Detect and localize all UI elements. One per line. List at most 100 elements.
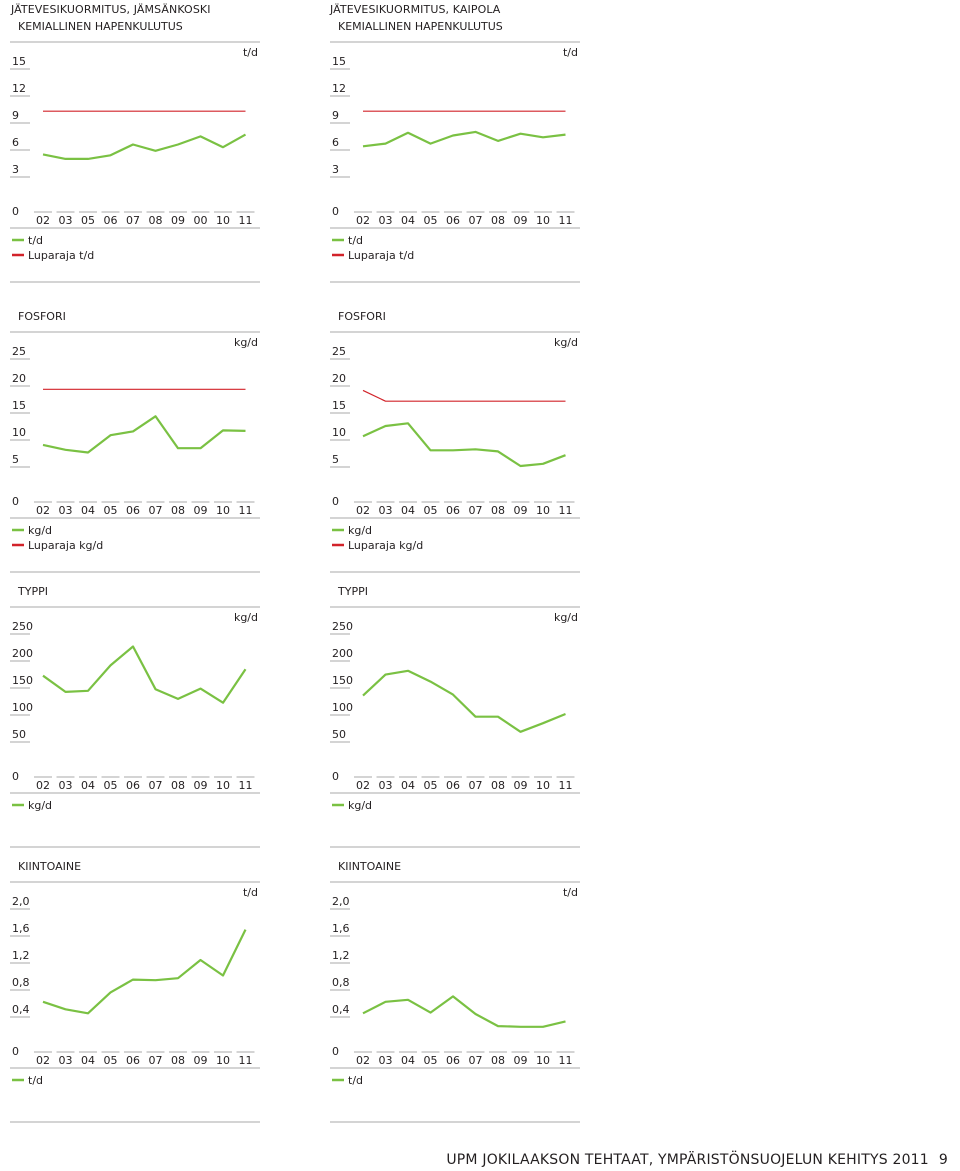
x-tick-label: 10 [216, 214, 230, 227]
x-tick-label: 11 [239, 504, 253, 517]
x-tick-label: 03 [59, 504, 73, 517]
x-tick-label: 08 [491, 1054, 505, 1067]
legend-label: Luparaja t/d [348, 249, 414, 262]
series-line [42, 133, 247, 160]
y-tick-label: 0 [332, 205, 339, 218]
x-tick-label: 06 [446, 1054, 460, 1067]
chart-title: KIINTOAINE [338, 860, 401, 873]
x-tick-label: 06 [104, 214, 118, 227]
y-tick-label: 9 [332, 109, 339, 122]
y-tick-label: 15 [12, 399, 26, 412]
x-tick-label: 11 [239, 214, 253, 227]
legend-label: kg/d [28, 799, 52, 812]
x-tick-label: 03 [379, 779, 393, 792]
x-tick-label: 10 [536, 504, 550, 517]
chart-kaipola-fosfori: FOSFORI kg/d 25 20 15 10 5 0 02 03 04 05 06 07 08 09 10 1… [330, 310, 580, 573]
x-tick-label: 02 [36, 779, 50, 792]
unit-label: t/d [243, 886, 258, 899]
x-tick-label: 11 [559, 1054, 573, 1067]
x-tick-label: 11 [559, 214, 573, 227]
x-tick-label: 06 [126, 504, 140, 517]
x-tick-label: 10 [536, 214, 550, 227]
y-tick-label: 2,0 [332, 895, 350, 908]
y-tick-label: 250 [332, 620, 353, 633]
chart-title: KEMIALLINEN HAPENKULUTUS [338, 20, 503, 33]
y-tick-label: 5 [332, 453, 339, 466]
x-tick-label: 05 [104, 1054, 118, 1067]
y-tick-label: 3 [332, 163, 339, 176]
x-tick-label: 02 [36, 504, 50, 517]
chart-jamsankoski-kiintoaine: KIINTOAINE t/d 2,0 1,6 1,2 0,8 0,4 0 02 03 04 05 06 0… [10, 860, 260, 1123]
y-tick-label: 0 [12, 495, 19, 508]
legend-label: kg/d [348, 799, 372, 812]
y-tick-label: 20 [12, 372, 26, 385]
y-tick-label: 5 [12, 453, 19, 466]
y-tick-label: 12 [12, 82, 26, 95]
y-tick-label: 150 [12, 674, 33, 687]
x-tick-label: 08 [491, 214, 505, 227]
x-tick-label: 10 [216, 1054, 230, 1067]
legend-label: kg/d [348, 524, 372, 537]
y-tick-label: 0,4 [12, 1003, 30, 1016]
x-tick-label: 07 [469, 779, 483, 792]
y-tick-label: 2,0 [12, 895, 30, 908]
x-tick-label: 09 [194, 504, 208, 517]
y-tick-label: 10 [332, 426, 346, 439]
x-tick-label: 04 [81, 504, 95, 517]
x-tick-label: 11 [559, 779, 573, 792]
limit-line [362, 389, 566, 402]
legend-label: Luparaja t/d [28, 249, 94, 262]
x-tick-label: 07 [469, 214, 483, 227]
chart-title: TYPPI [337, 585, 368, 598]
x-tick-label: 11 [239, 779, 253, 792]
x-tick-label: 03 [379, 214, 393, 227]
page-footer: UPM JOKILAAKSON TEHTAAT, YMPÄRISTÖNSUOJE… [446, 1152, 948, 1168]
y-tick-label: 6 [332, 136, 339, 149]
x-tick-label: 05 [424, 1054, 438, 1067]
y-tick-label: 1,6 [12, 922, 30, 935]
x-tick-label: 04 [401, 1054, 415, 1067]
unit-label: t/d [563, 886, 578, 899]
chart-title: TYPPI [17, 585, 48, 598]
unit-label: kg/d [554, 611, 578, 624]
x-tick-label: 03 [59, 779, 73, 792]
x-tick-label: 02 [36, 214, 50, 227]
unit-label: t/d [563, 46, 578, 59]
legend-label: t/d [28, 234, 43, 247]
x-tick-label: 07 [469, 504, 483, 517]
x-tick-label: 09 [514, 779, 528, 792]
y-tick-label: 10 [12, 426, 26, 439]
y-tick-label: 150 [332, 674, 353, 687]
x-tick-label: 04 [81, 779, 95, 792]
chart-title: KIINTOAINE [18, 860, 81, 873]
x-tick-label: 06 [446, 779, 460, 792]
unit-label: t/d [243, 46, 258, 59]
x-tick-label: 08 [171, 1054, 185, 1067]
legend-label: t/d [348, 1074, 363, 1087]
y-tick-label: 50 [12, 728, 26, 741]
y-tick-label: 1,2 [12, 949, 30, 962]
y-tick-label: 0 [332, 495, 339, 508]
y-tick-label: 100 [12, 701, 33, 714]
x-tick-label: 03 [379, 1054, 393, 1067]
x-tick-label: 03 [59, 1054, 73, 1067]
y-tick-label: 0 [332, 1045, 339, 1058]
x-tick-label: 06 [446, 504, 460, 517]
x-tick-label: 06 [446, 214, 460, 227]
legend-label: Luparaja kg/d [348, 539, 423, 552]
x-tick-label: 11 [239, 1054, 253, 1067]
x-tick-label: 09 [171, 214, 185, 227]
page-header-left: JÄTEVESIKUORMITUS, JÄMSÄNKOSKI [11, 3, 211, 16]
x-tick-label: 07 [469, 1054, 483, 1067]
x-tick-label: 10 [216, 779, 230, 792]
x-tick-label: 03 [379, 504, 393, 517]
x-tick-label: 04 [401, 214, 415, 227]
x-tick-label: 09 [514, 504, 528, 517]
x-tick-label: 08 [491, 504, 505, 517]
y-tick-label: 0 [12, 205, 19, 218]
chart-jamsankoski-fosfori: FOSFORI kg/d 25 20 15 10 5 0 02 03 04 05 06 07 08 09 10 1… [10, 310, 260, 573]
legend-label: t/d [348, 234, 363, 247]
y-tick-label: 200 [332, 647, 353, 660]
page-number: 9 [938, 1152, 948, 1168]
chart-title: FOSFORI [18, 310, 66, 323]
